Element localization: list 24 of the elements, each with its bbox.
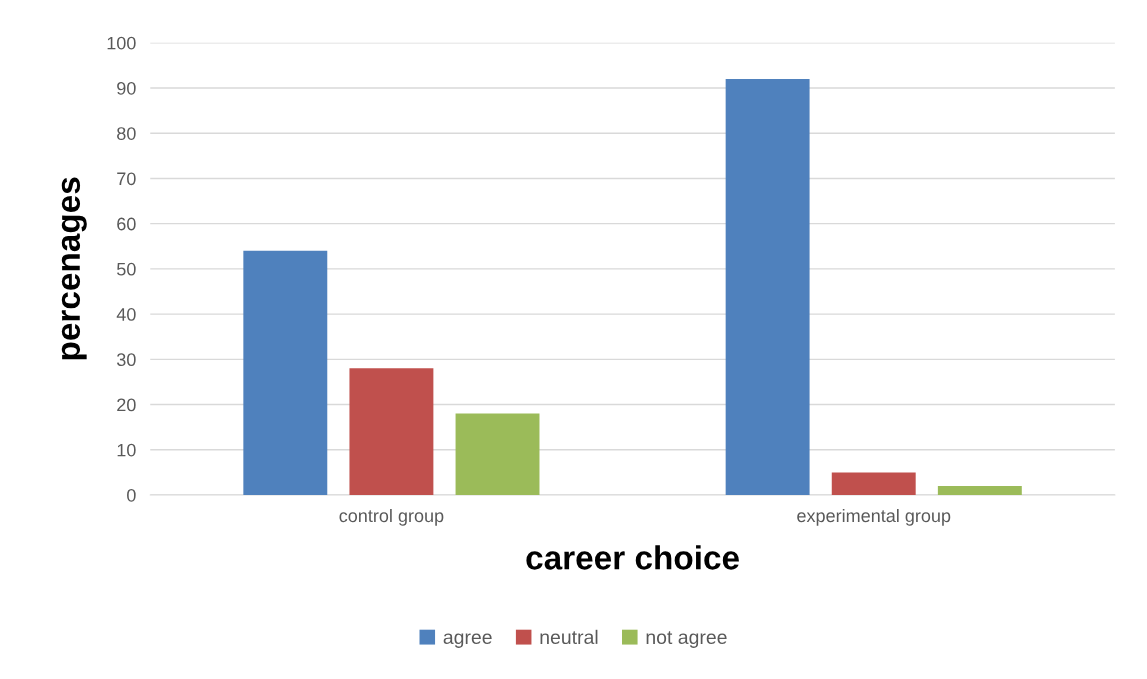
y-tick-label: 60: [117, 217, 136, 231]
bar: [937, 485, 1022, 495]
legend-label: neutral: [540, 629, 598, 645]
legend-label: not agree: [646, 631, 727, 648]
x-axis-title: career choice: [526, 545, 739, 570]
y-tick-label: 50: [117, 262, 136, 276]
y-tick-label: 70: [117, 172, 136, 186]
y-tick-label: 20: [117, 398, 136, 412]
x-tick-label: control group: [339, 508, 444, 526]
bar: [831, 472, 916, 495]
y-tick-label: 90: [117, 81, 136, 95]
y-tick-label: 30: [116, 353, 136, 367]
bar: [455, 413, 540, 495]
bar: [243, 250, 328, 495]
y-axis-title: percenages: [61, 177, 87, 360]
legend-label: agree: [443, 633, 492, 648]
x-tick-label: experimental group: [797, 508, 951, 526]
y-tick-label: 80: [117, 127, 136, 140]
y-tick-label: 0: [127, 488, 136, 502]
bar: [349, 368, 434, 495]
y-tick-label: 100: [107, 36, 136, 50]
y-tick-label: 40: [116, 308, 136, 321]
y-tick-label: 10: [117, 443, 136, 457]
bar: [725, 78, 810, 495]
